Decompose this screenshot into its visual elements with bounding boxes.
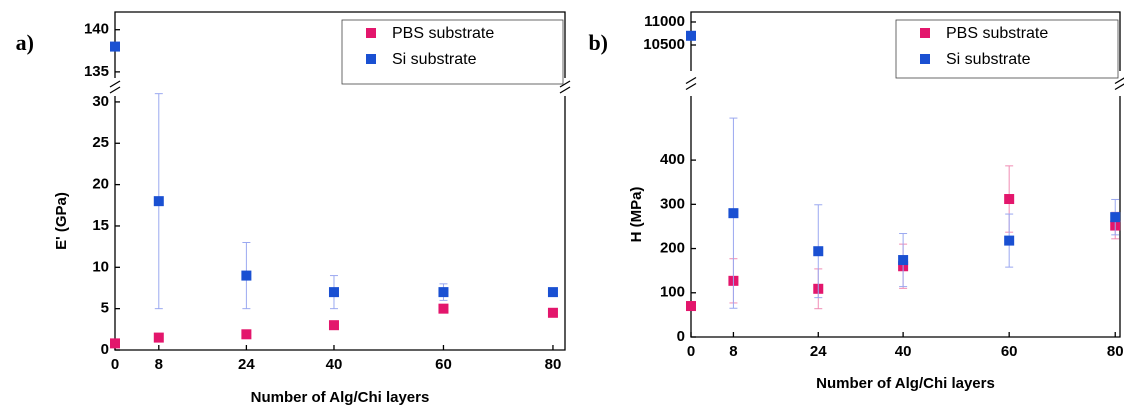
chart-panel: b) H (MPa) Number of Alg/Chi layers 0 8 24 40 6…	[588, 11, 1124, 392]
y-tick-label: 135	[84, 63, 109, 80]
x-tick-label: 40	[326, 356, 343, 373]
x-tick-label: 60	[435, 356, 452, 373]
y-tick-label: 25	[92, 134, 109, 151]
point	[547, 307, 558, 318]
y-tick-label: 0	[101, 341, 109, 358]
point	[547, 287, 558, 298]
y-tick-label: 100	[660, 284, 685, 301]
point	[241, 329, 252, 340]
y-tick-label: 30	[92, 93, 109, 110]
x-tick-label: 80	[545, 356, 562, 373]
point	[1004, 194, 1015, 205]
x-axis-label: Number of Alg/Chi layers	[251, 389, 430, 406]
x-tick-label: 24	[238, 356, 255, 373]
y-tick-label: 15	[92, 217, 109, 234]
y-tick-label: 11000	[644, 13, 685, 30]
y-tick-label: 400	[660, 151, 685, 168]
x-tick-label: 80	[1107, 343, 1124, 360]
point	[728, 208, 739, 219]
axis-break	[1114, 83, 1124, 91]
x-tick-label: 40	[895, 343, 912, 360]
axis-break	[685, 82, 697, 91]
y-tick-label: 10500	[643, 36, 685, 53]
y-tick-label: 20	[92, 176, 109, 193]
x-tick-label: 0	[111, 356, 119, 373]
legend-swatch	[920, 28, 930, 38]
x-tick-label: 24	[810, 343, 827, 360]
point	[241, 270, 252, 281]
legend-swatch	[920, 54, 930, 64]
legend-label: PBS substrate	[392, 25, 494, 42]
panel-label: a)	[16, 30, 34, 55]
legend-swatch	[366, 28, 376, 38]
y-tick-label: 140	[84, 21, 109, 38]
point	[686, 301, 696, 312]
panel-label: b)	[588, 30, 608, 55]
legend-label: Si substrate	[392, 51, 477, 68]
axis-break	[559, 86, 571, 94]
point	[438, 303, 449, 314]
axis-break	[109, 80, 121, 88]
legend-label: Si substrate	[946, 51, 1031, 68]
y-tick-label: 10	[92, 258, 109, 275]
x-tick-label: 0	[687, 343, 695, 360]
x-tick-label: 60	[1001, 343, 1018, 360]
chart-panel: a) E' (GPa) Number of Alg/Chi layers 0 8 24 40…	[16, 11, 571, 406]
point	[110, 338, 120, 349]
x-tick-label: 8	[729, 343, 737, 360]
y-axis-label: E' (GPa)	[53, 192, 70, 250]
y-axis-label: H (MPa)	[628, 187, 645, 243]
legend-box	[341, 19, 564, 85]
y-tick-label: 5	[101, 300, 109, 317]
point	[1110, 212, 1121, 223]
point	[153, 196, 164, 207]
point	[110, 41, 120, 52]
axis-break	[109, 86, 121, 94]
axis-break	[685, 76, 697, 85]
y-tick-label: 0	[677, 328, 685, 345]
point	[1004, 235, 1015, 246]
point	[813, 246, 824, 257]
x-tick-label: 8	[155, 356, 163, 373]
axis-frame	[114, 11, 566, 351]
point	[898, 255, 909, 266]
axis-break	[559, 80, 571, 88]
x-axis-label: Number of Alg/Chi layers	[816, 375, 995, 392]
point	[438, 287, 449, 298]
point	[686, 30, 696, 41]
y-tick-label: 300	[660, 195, 685, 212]
legend-box	[895, 19, 1119, 79]
legend-label: PBS substrate	[946, 25, 1048, 42]
point	[153, 332, 164, 343]
point	[328, 320, 339, 331]
axis-break	[1114, 77, 1124, 85]
y-tick-label: 200	[660, 240, 685, 257]
legend-swatch	[366, 54, 376, 64]
point	[328, 287, 339, 298]
